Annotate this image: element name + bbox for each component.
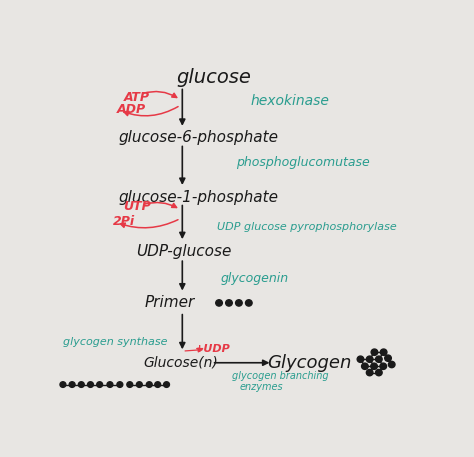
Text: UTP: UTP [124,200,151,213]
Text: glucose-6-phosphate: glucose-6-phosphate [119,130,279,145]
Circle shape [380,349,387,356]
Circle shape [366,356,373,362]
Circle shape [69,382,75,388]
Text: UDP-glucose: UDP-glucose [137,244,232,260]
Text: ADP: ADP [117,103,146,116]
Text: glycogenin: glycogenin [221,272,289,285]
Circle shape [155,382,161,388]
Text: glycogen branching: glycogen branching [232,371,328,381]
Circle shape [146,382,152,388]
Circle shape [357,356,364,362]
Circle shape [78,382,84,388]
Text: 2Pi: 2Pi [112,215,135,228]
Circle shape [107,382,113,388]
Circle shape [60,382,66,388]
Circle shape [388,361,395,368]
Circle shape [216,300,222,306]
Circle shape [97,382,102,388]
Text: Glycogen: Glycogen [267,354,351,372]
Circle shape [236,300,242,306]
Circle shape [366,369,373,376]
Text: glucose-1-phosphate: glucose-1-phosphate [119,190,279,205]
Text: +UDP: +UDP [195,344,231,354]
Circle shape [375,369,382,376]
Text: phosphoglucomutase: phosphoglucomutase [236,156,369,169]
Circle shape [117,382,123,388]
Circle shape [362,363,368,369]
Circle shape [371,349,378,356]
Circle shape [380,363,387,369]
Circle shape [385,355,392,361]
Circle shape [164,382,169,388]
Circle shape [375,356,382,362]
Circle shape [371,363,377,369]
Text: hexokinase: hexokinase [250,94,329,107]
Circle shape [246,300,252,306]
Text: glucose: glucose [176,68,251,87]
Text: Primer: Primer [144,295,195,310]
Circle shape [137,382,142,388]
Text: glycogen synthase: glycogen synthase [63,337,167,347]
Text: enzymes: enzymes [239,382,283,392]
Circle shape [226,300,232,306]
Circle shape [88,382,93,388]
Text: ATP: ATP [124,90,149,104]
Text: Glucose(n): Glucose(n) [143,356,218,370]
Circle shape [127,382,133,388]
Text: UDP glucose pyrophosphorylase: UDP glucose pyrophosphorylase [217,222,397,232]
